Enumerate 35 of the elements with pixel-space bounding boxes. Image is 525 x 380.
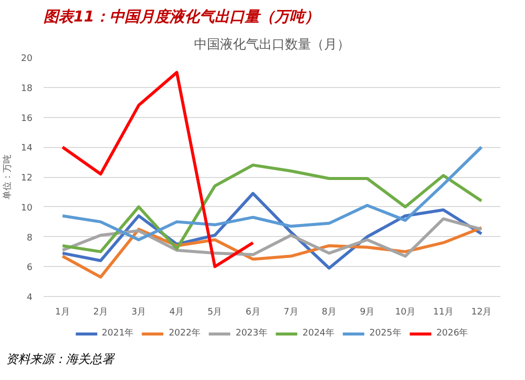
x-tick-label: 1月: [55, 308, 70, 318]
y-tick-label: 10: [21, 203, 33, 214]
x-tick-label: 12月: [471, 308, 492, 318]
line-series: [61, 146, 483, 242]
y-axis-title: 单位：万吨: [2, 154, 14, 200]
x-tick-label: 4月: [169, 308, 184, 318]
x-tick-label: 10月: [395, 308, 416, 318]
y-tick-label: 16: [21, 114, 33, 124]
line-series: [61, 164, 483, 254]
y-tick-label: 8: [26, 233, 33, 244]
y-tick-label: 14: [21, 144, 33, 154]
y-tick-label: 12: [21, 174, 32, 184]
legend-label: 2023年: [236, 327, 268, 340]
x-tick-label: 6月: [246, 308, 260, 318]
line-series: [61, 70, 254, 268]
text: 资料来源：海关总署: [6, 351, 114, 368]
x-tick-label: 9月: [360, 308, 375, 318]
legend-label: 2024年: [302, 327, 334, 340]
legend-label: 2022年: [168, 327, 201, 340]
legend-label: 2026年: [436, 327, 468, 340]
x-tick-label: 2月: [93, 308, 108, 318]
x-tick-label: 3月: [131, 308, 146, 318]
y-tick-label: 18: [21, 84, 33, 94]
chart-subtitle: 中国液化气出口数量（月）: [194, 38, 350, 52]
y-tick-label: 20: [21, 54, 33, 64]
x-tick-label: 11月: [433, 308, 454, 318]
x-tick-label: 7月: [284, 308, 298, 318]
y-tick-label: 4: [26, 293, 33, 303]
x-tick-label: 5月: [208, 308, 222, 318]
legend-label: 2025年: [369, 327, 402, 340]
y-tick-label: 6: [26, 263, 33, 274]
x-tick-label: 8月: [322, 308, 336, 318]
legend-label: 2021年: [102, 327, 134, 340]
chart-title: 图表11：中国月度液化气出口量（万吨）: [44, 8, 320, 26]
line-series: [61, 217, 483, 258]
